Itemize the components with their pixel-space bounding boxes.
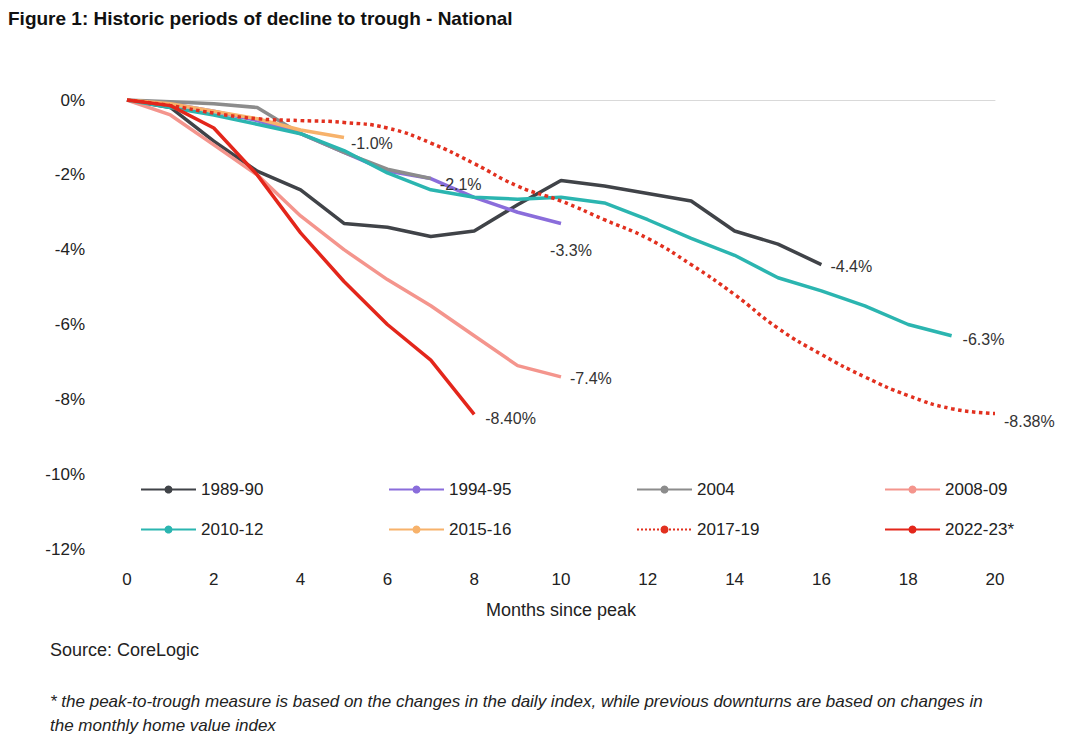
svg-text:-2.1%: -2.1% — [440, 176, 482, 193]
svg-text:-12%: -12% — [45, 540, 85, 559]
svg-text:2008-09: 2008-09 — [945, 480, 1007, 499]
svg-text:-1.0%: -1.0% — [351, 135, 393, 152]
svg-text:-10%: -10% — [45, 465, 85, 484]
svg-text:6: 6 — [383, 570, 392, 589]
svg-text:12: 12 — [638, 570, 657, 589]
svg-text:-8%: -8% — [55, 390, 85, 409]
svg-text:-2%: -2% — [55, 165, 85, 184]
svg-text:20: 20 — [986, 570, 1005, 589]
svg-text:2022-23*: 2022-23* — [945, 520, 1014, 539]
svg-text:18: 18 — [899, 570, 918, 589]
svg-text:-6%: -6% — [55, 315, 85, 334]
svg-text:16: 16 — [812, 570, 831, 589]
svg-text:4: 4 — [296, 570, 305, 589]
svg-text:2: 2 — [209, 570, 218, 589]
svg-text:2017-19: 2017-19 — [697, 520, 759, 539]
svg-text:2015-16: 2015-16 — [449, 520, 511, 539]
html-text:Figure 1: Historic periods of: Figure 1: Historic periods of decline to… — [8, 8, 513, 29]
svg-text:2010-12: 2010-12 — [201, 520, 263, 539]
svg-text:1989-90: 1989-90 — [201, 480, 263, 499]
svg-text:0: 0 — [122, 570, 131, 589]
svg-text:1994-95: 1994-95 — [449, 480, 511, 499]
svg-text:-7.4%: -7.4% — [570, 370, 612, 387]
svg-text:-4%: -4% — [55, 240, 85, 259]
svg-text:10: 10 — [552, 570, 571, 589]
html-text:* the peak-to-trough measure i: * the peak-to-trough measure is based on… — [50, 692, 983, 735]
html-text:Source: CoreLogic: Source: CoreLogic — [50, 640, 200, 660]
svg-text:Months since peak: Months since peak — [486, 600, 637, 620]
svg-text:-8.38%: -8.38% — [1004, 413, 1055, 430]
svg-text:2004: 2004 — [697, 480, 735, 499]
svg-text:0%: 0% — [60, 91, 85, 110]
svg-text:-4.4%: -4.4% — [830, 258, 872, 275]
svg-text:-6.3%: -6.3% — [963, 331, 1005, 348]
svg-text:-8.40%: -8.40% — [485, 410, 536, 427]
svg-text:14: 14 — [725, 570, 744, 589]
svg-text:-3.3%: -3.3% — [550, 242, 592, 259]
svg-text:8: 8 — [469, 570, 478, 589]
